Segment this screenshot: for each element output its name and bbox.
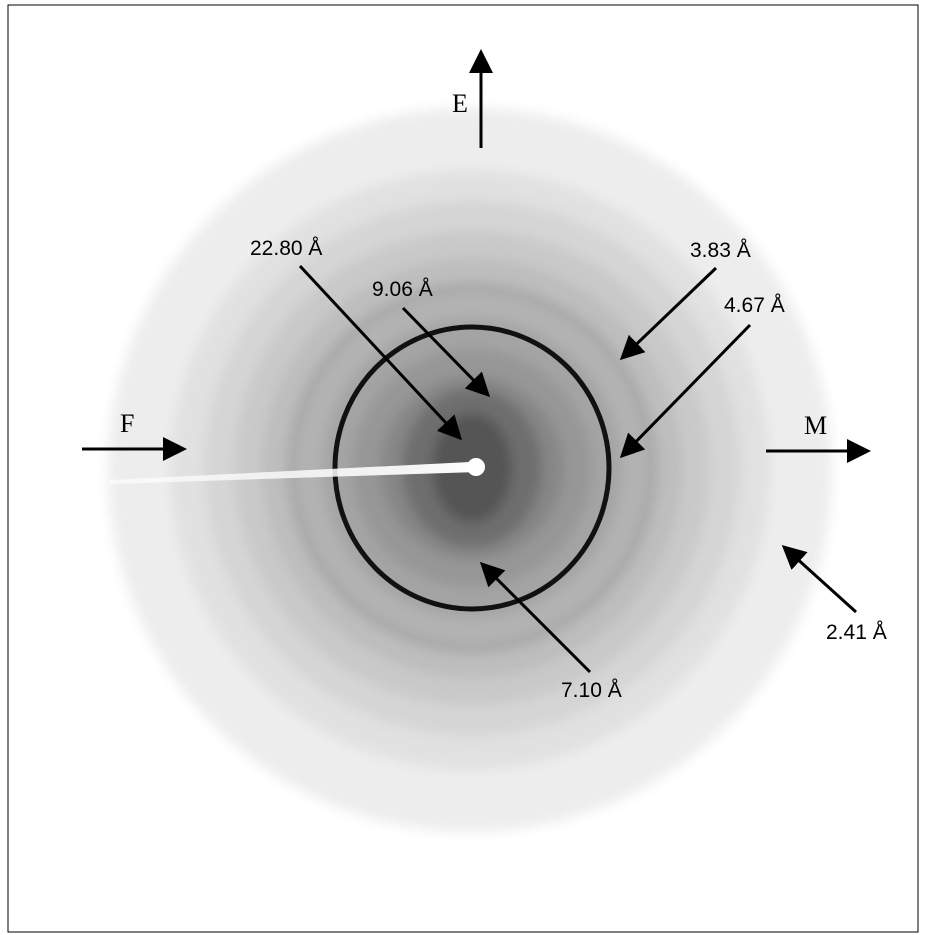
spacing-label: 2.41 Å [826, 621, 887, 644]
direction-label: M [804, 411, 827, 440]
spacing-label: 9.06 Å [372, 278, 433, 301]
spacing-label: 22.80 Å [250, 237, 322, 260]
figure: E F M 22.80 Å 9.06 Å 3.83 Å 4.67 Å 7.10 … [0, 0, 926, 935]
spacing-label: 4.67 Å [724, 294, 785, 317]
beam-center [467, 458, 485, 476]
direction-label: F [120, 409, 134, 438]
spacing-label: 3.83 Å [690, 239, 751, 262]
spacing-label: 7.10 Å [561, 679, 622, 702]
direction-label: E [452, 89, 468, 118]
